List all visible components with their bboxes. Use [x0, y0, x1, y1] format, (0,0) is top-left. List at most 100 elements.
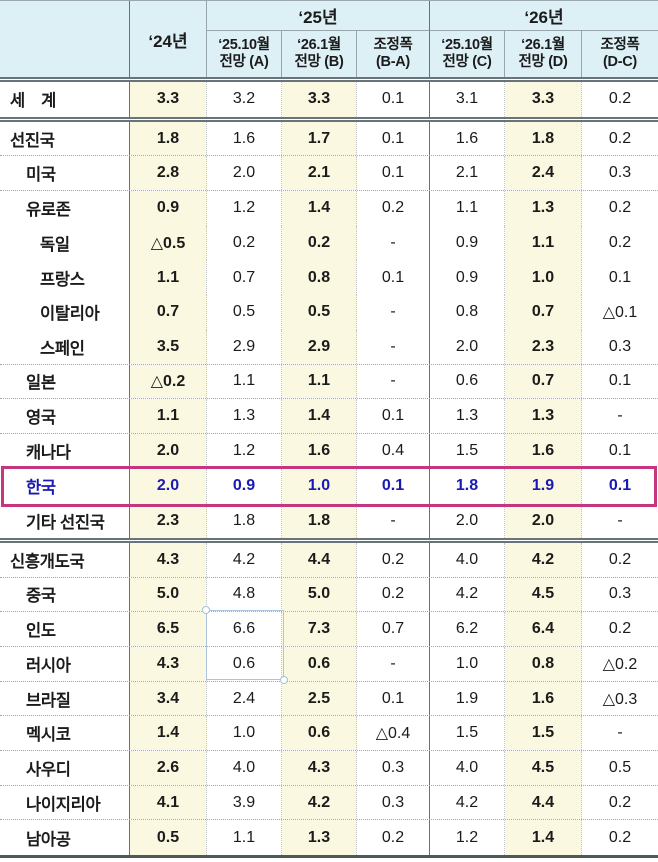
- table-row: 남아공 0.5 1.1 1.3 0.2 1.2 1.4 0.2: [0, 820, 658, 856]
- value-cell: 5.0: [282, 577, 357, 612]
- table-row: 중국 5.0 4.8 5.0 0.2 4.2 4.5 0.3: [0, 577, 658, 613]
- table-row: 멕시코 1.4 1.0 0.6 △0.4 1.5 1.5-: [0, 716, 658, 752]
- value-cell: 3.3: [282, 82, 357, 117]
- row-label: 나이지리아: [0, 785, 130, 820]
- row-label: 멕시코: [0, 716, 130, 751]
- value-cell: 1.1: [430, 191, 505, 226]
- value-cell: 0.7: [505, 364, 582, 399]
- col-header-line2: 전망 (D): [518, 54, 568, 70]
- value-cell: 3.5: [130, 329, 207, 364]
- row-label: 선진국: [0, 121, 130, 156]
- col-header-year24: ‘24년: [130, 1, 207, 77]
- value-cell: 0.2: [357, 191, 430, 226]
- value-cell: 4.5: [505, 751, 582, 785]
- value-cell: 0.1: [608, 372, 632, 390]
- value-cell: 0.2: [207, 225, 282, 261]
- double-rule: [0, 537, 658, 543]
- value-cell: 1.9: [430, 681, 505, 716]
- value-cell: -: [357, 329, 430, 364]
- value-cell: 4.0: [430, 542, 505, 577]
- col-header-line2: 전망 (A): [219, 54, 269, 70]
- table-row: 러시아 4.3 0.6 0.6-1.0 0.8 △0.2: [0, 647, 658, 682]
- value-cell: 4.3: [282, 751, 357, 785]
- value-cell: 1.1: [207, 820, 282, 856]
- value-cell: △0.5: [130, 225, 207, 261]
- value-cell: 3.3: [130, 82, 207, 117]
- value-cell: 1.4: [282, 399, 357, 433]
- value-cell: 1.4: [130, 716, 207, 751]
- value-cell: 0.5: [282, 295, 357, 330]
- value-cell: 6.6: [207, 612, 282, 646]
- value-cell: 1.0: [505, 260, 582, 296]
- row-label: 기타 선진국: [0, 503, 130, 538]
- value-cell: 0.2: [608, 620, 632, 638]
- value-cell: 1.5: [505, 716, 582, 751]
- value-cell: 1.8: [207, 503, 282, 538]
- value-cell: 1.3: [282, 820, 357, 856]
- value-cell: 2.0: [130, 468, 207, 504]
- col-header-line2: (B-A): [376, 54, 410, 70]
- value-cell: 1.1: [130, 399, 207, 433]
- value-cell: 2.1: [282, 156, 357, 191]
- corner-cell: [0, 1, 130, 77]
- table-header: ‘24년 ‘25년 ‘26년 ‘25.10월 전망 (A) ‘26.1월 전망 …: [0, 0, 658, 77]
- row-label: 사우디: [0, 751, 130, 785]
- value-cell: 1.6: [505, 681, 582, 716]
- value-cell: 1.8: [130, 121, 207, 156]
- value-cell: 3.4: [130, 681, 207, 716]
- value-cell: 0.3: [357, 785, 430, 820]
- value-cell: 0.1: [608, 268, 632, 286]
- value-cell: 4.2: [430, 785, 505, 820]
- value-cell: 4.2: [282, 785, 357, 820]
- table-row: 선진국 1.8 1.6 1.7 0.1 1.6 1.8 0.2: [0, 121, 658, 157]
- value-cell: 0.2: [357, 577, 430, 612]
- value-cell: 0.9: [130, 191, 207, 226]
- value-cell: 0.8: [505, 647, 582, 681]
- value-cell: 0.8: [282, 260, 357, 296]
- value-cell: -: [357, 225, 430, 261]
- value-cell: 0.7: [505, 295, 582, 330]
- value-cell: 1.4: [505, 820, 582, 856]
- value-cell: 3.3: [505, 82, 582, 117]
- value-cell: 1.3: [430, 399, 505, 433]
- value-cell: 0.8: [430, 295, 505, 330]
- value-cell: -: [617, 724, 623, 742]
- value-cell: 2.0: [505, 503, 582, 538]
- value-cell: △0.3: [602, 690, 638, 708]
- value-cell: 0.3: [608, 585, 632, 603]
- value-cell: 4.8: [207, 577, 282, 612]
- value-cell: 1.2: [430, 820, 505, 856]
- value-cell: 3.1: [430, 82, 505, 117]
- col-header-forecast-b: ‘26.1월 전망 (B): [282, 31, 357, 77]
- value-cell: 1.0: [430, 647, 505, 681]
- table-row: 신흥개도국 4.3 4.2 4.4 0.2 4.0 4.2 0.2: [0, 542, 658, 578]
- col-header-line1: ‘26.1월: [521, 36, 565, 53]
- col-header-line2: 전망 (C): [442, 54, 492, 70]
- row-label: 브라질: [0, 681, 130, 716]
- row-label: 세 계: [0, 82, 130, 117]
- value-cell: 2.0: [430, 503, 505, 538]
- value-cell: 1.3: [505, 399, 582, 433]
- value-cell: 0.1: [357, 468, 430, 504]
- value-cell: 1.8: [505, 121, 582, 156]
- value-cell: 4.4: [505, 785, 582, 820]
- row-label: 캐나다: [0, 433, 130, 469]
- table-row: 유로존 0.9 1.2 1.4 0.2 1.1 1.3 0.2: [0, 191, 658, 226]
- value-cell: 1.1: [505, 225, 582, 261]
- col-header-forecast-d: ‘26.1월 전망 (D): [505, 31, 582, 77]
- value-cell: 4.2: [430, 577, 505, 612]
- value-cell: 6.5: [130, 612, 207, 646]
- value-cell: 0.2: [608, 129, 632, 147]
- table-row: 한국 2.0 0.9 1.0 0.1 1.8 1.9 0.1: [0, 468, 658, 504]
- value-cell: -: [617, 511, 623, 529]
- value-cell: 0.6: [282, 647, 357, 681]
- value-cell: 0.2: [608, 550, 632, 568]
- value-cell: 4.3: [130, 647, 207, 681]
- value-cell: 0.4: [357, 433, 430, 469]
- row-label: 러시아: [0, 647, 130, 681]
- value-cell: 0.9: [430, 260, 505, 296]
- value-cell: 1.2: [207, 191, 282, 226]
- value-cell: △0.4: [357, 716, 430, 751]
- col-header-adjust-dc: 조정폭 (D-C): [582, 31, 658, 77]
- value-cell: -: [357, 503, 430, 538]
